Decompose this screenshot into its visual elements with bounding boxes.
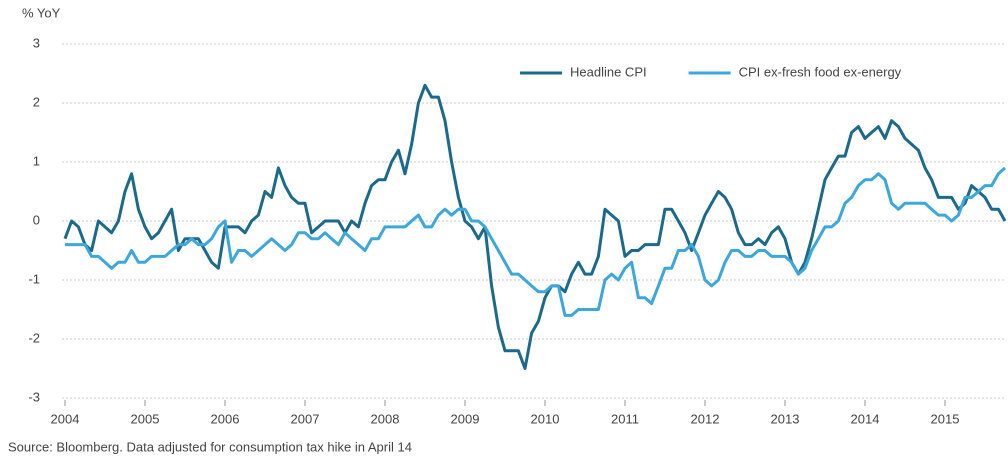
x-tick-label: 2011 [611, 411, 639, 426]
x-tick-label: 2013 [771, 411, 800, 426]
y-axis-label: % YoY [22, 5, 61, 20]
x-tick-label: 2014 [851, 411, 880, 426]
x-tick-label: 2009 [451, 411, 480, 426]
x-tick-label: 2006 [211, 411, 240, 426]
y-tick-label: -3 [28, 389, 40, 404]
series-line [63, 83, 1007, 370]
y-tick-label: -2 [28, 330, 40, 345]
x-tick-label: 2004 [51, 411, 80, 426]
source-note: Source: Bloomberg. Data adjusted for con… [8, 439, 412, 454]
legend-label: CPI ex-fresh food ex-energy [739, 64, 902, 79]
x-tick-label: 2007 [291, 411, 320, 426]
y-tick-label: 0 [33, 212, 40, 227]
x-tick-label: 2010 [531, 411, 560, 426]
x-tick-label: 2008 [371, 411, 400, 426]
y-tick-label: -1 [28, 271, 40, 286]
series-line [65, 166, 1006, 317]
y-tick-label: 1 [33, 153, 40, 168]
x-tick-label: 2012 [691, 411, 720, 426]
legend-label: Headline CPI [570, 64, 647, 79]
x-tick-label: 2015 [931, 411, 960, 426]
x-tick-label: 2005 [131, 411, 160, 426]
y-tick-label: 2 [33, 94, 40, 109]
y-tick-label: 3 [33, 35, 40, 50]
